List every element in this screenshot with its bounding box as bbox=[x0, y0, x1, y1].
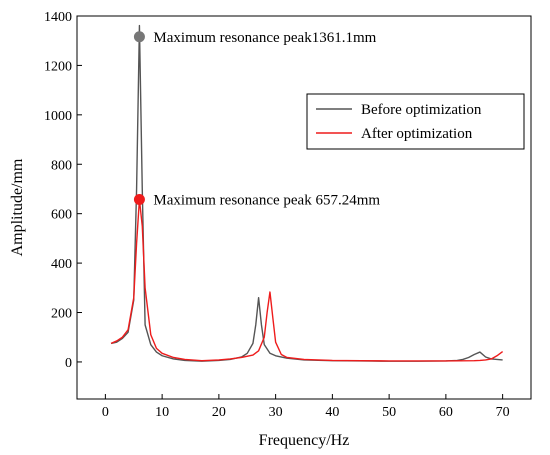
y-tick-label-600: 600 bbox=[51, 208, 72, 223]
x-tick-label-70: 70 bbox=[496, 405, 510, 420]
series-line-0 bbox=[110, 24, 503, 362]
plot-frame bbox=[76, 15, 532, 400]
peak-marker-0 bbox=[133, 31, 145, 43]
x-axis-label: Frequency/Hz bbox=[259, 432, 350, 449]
peak-annotation-0: Maximum resonance peak1361.1mm bbox=[153, 30, 376, 46]
y-tick-label-800: 800 bbox=[51, 158, 72, 173]
y-tick-label-1400: 1400 bbox=[44, 10, 72, 25]
legend-label-0: Before optimization bbox=[361, 102, 482, 118]
x-tick-label-20: 20 bbox=[212, 405, 226, 420]
peak-marker-1 bbox=[133, 194, 145, 206]
x-tick-label-60: 60 bbox=[439, 405, 453, 420]
x-tick-label-50: 50 bbox=[382, 405, 396, 420]
x-tick-label-40: 40 bbox=[325, 405, 339, 420]
y-tick-label-0: 0 bbox=[65, 356, 72, 371]
x-tick-label-30: 30 bbox=[269, 405, 283, 420]
annotation-layer: Maximum resonance peak1361.1mm Maximum re… bbox=[133, 30, 380, 209]
y-tick-label-200: 200 bbox=[51, 307, 72, 322]
axes-layer: 0 10 20 30 40 50 60 70 0 200 400 600 800 1000 1200 1400 bbox=[44, 10, 532, 420]
y-tick-label-1200: 1200 bbox=[44, 59, 72, 74]
x-tick-label-10: 10 bbox=[155, 405, 169, 420]
series-line-1 bbox=[110, 198, 504, 362]
legend-label-1: After optimization bbox=[361, 126, 473, 142]
legend-box bbox=[306, 93, 525, 150]
series-layer bbox=[110, 24, 504, 362]
y-tick-label-400: 400 bbox=[51, 257, 72, 272]
peak-annotation-1: Maximum resonance peak 657.24mm bbox=[153, 193, 380, 209]
y-tick-label-1000: 1000 bbox=[44, 109, 72, 124]
x-tick-label-0: 0 bbox=[102, 405, 109, 420]
y-axis-label: Amplitude/mm bbox=[9, 158, 26, 256]
legend: Before optimization After optimization bbox=[306, 93, 525, 150]
